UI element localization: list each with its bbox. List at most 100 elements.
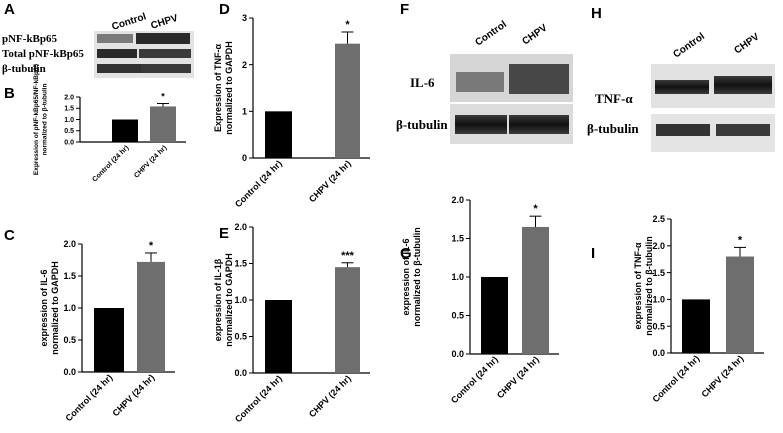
chart-g-bar	[522, 226, 549, 354]
chart-d-y-axis-label: Expression of TNF-α	[213, 44, 223, 133]
panel-label-c: C	[4, 227, 15, 244]
chart-d-category-label: Control (24 hr)	[233, 158, 284, 209]
panel-label-d: D	[219, 1, 230, 18]
chart-e-y-axis-label: expression of IL-1β	[213, 258, 223, 341]
chart-b-y-tick-label: 0.5	[64, 128, 74, 135]
chart-c-significance-mark: *	[149, 240, 154, 252]
chart-g-category-label: CHPV (24 hr)	[495, 354, 541, 400]
chart-d-bar	[265, 111, 292, 158]
chart-c-y-tick-label: 1.0	[63, 303, 76, 313]
chart-b-y-axis-label: normalized to β-tubulin	[42, 84, 49, 156]
chart-b-category-label: Control (24 hr)	[91, 144, 130, 183]
blot-h-lane-control: Control	[671, 31, 707, 61]
blot-h-band-control-row2	[656, 124, 710, 136]
panel-label-e: E	[219, 225, 229, 242]
blot-a-row-label-2: Total pNF-kBp65	[2, 48, 84, 60]
chart-e-y-axis-label: normalized to GAPDH	[224, 253, 234, 347]
chart-i-y-tick-label: 0.5	[652, 321, 665, 331]
chart-c-y-axis-label: normalized to GAPDH	[50, 261, 60, 355]
chart-i-y-tick-label: 1.0	[652, 295, 665, 305]
chart-e-y-tick-label: 2.0	[234, 222, 247, 232]
blot-f-row-label-1: IL-6	[410, 75, 435, 90]
chart-d-y-tick-label: 2	[242, 60, 247, 70]
chart-d-y-tick-label: 0	[242, 153, 247, 163]
chart-c-bar	[137, 261, 165, 372]
panel-label-g: G	[400, 245, 412, 262]
blot-a-band-chpv-row3	[141, 64, 191, 73]
chart-d-y-tick-label: 1	[242, 106, 247, 116]
chart-e-category-label: CHPV (24 hr)	[307, 373, 353, 419]
blot-f-band-control-row2	[455, 115, 507, 134]
chart-g-y-tick-label: 0.0	[451, 349, 464, 359]
chart-i-bar	[726, 256, 754, 353]
blot-a-band-control-row3	[97, 64, 141, 73]
blot-f-band-chpv-row2	[509, 115, 569, 134]
chart-g: 0.0 0.5 1.0 1.5 2.0 Control (24 hr) * CHPV (24 …	[401, 195, 559, 405]
blot-h-band-chpv-row1	[714, 76, 772, 94]
chart-e-y-tick-label: 1.0	[234, 295, 247, 305]
chart-g-y-tick-label: 1.5	[451, 234, 464, 244]
chart-i-y-tick-label: 1.5	[652, 268, 665, 278]
chart-g-significance-mark: *	[533, 203, 538, 215]
chart-b: 0.0 0.5 1.0 1.5 2.0 Control (24 hr) * CHPV (24 …	[33, 63, 186, 184]
chart-d-y-tick-label: 3	[242, 13, 247, 23]
blot-a-band-control-row2	[97, 49, 137, 58]
chart-g-bar	[481, 277, 508, 354]
chart-e-y-tick-label: 0.5	[234, 332, 247, 342]
chart-g-y-tick-label: 0.5	[451, 311, 464, 321]
chart-e-y-tick-label: 0.0	[234, 368, 247, 378]
blot-a-band-chpv-row2	[139, 49, 191, 58]
blot-h-band-control-row1	[655, 80, 709, 94]
chart-b-bar	[112, 119, 138, 142]
blot-a-lane-chpv: CHPV	[150, 13, 180, 32]
chart-b-category-label: CHPV (24 hr)	[133, 144, 168, 179]
blot-a-band-control-row1	[97, 34, 133, 43]
chart-i: 0.0 0.5 1.0 1.5 2.0 2.5 Control (24 hr) * CHPV (…	[633, 214, 764, 404]
chart-d-y-axis-label: normalized to GAPDH	[224, 41, 234, 135]
panel-label-b: B	[4, 85, 15, 102]
blot-f-lane-control: Control	[473, 19, 509, 49]
chart-c-y-tick-label: 0.0	[63, 367, 76, 377]
chart-c-y-tick-label: 1.5	[63, 271, 76, 281]
blot-f-band-control-row1	[456, 72, 504, 92]
chart-e-significance-mark: ***	[341, 250, 355, 262]
chart-d-category-label: CHPV (24 hr)	[307, 158, 353, 204]
blot-a-row-label-3: β-tubulin	[2, 63, 46, 75]
chart-b-y-tick-label: 0.0	[64, 139, 74, 146]
chart-c-category-label: Control (24 hr)	[64, 372, 115, 423]
chart-g-y-tick-label: 1.0	[451, 272, 464, 282]
chart-i-y-tick-label: 2.0	[652, 241, 665, 251]
chart-g-y-tick-label: 2.0	[451, 195, 464, 205]
chart-d-bar	[335, 43, 360, 158]
panel-label-f: F	[400, 1, 409, 18]
chart-i-y-tick-label: 2.5	[652, 214, 665, 224]
blot-f-lane-chpv: CHPV	[520, 22, 549, 47]
chart-e-category-label: Control (24 hr)	[233, 373, 284, 424]
chart-i-y-axis-label: normalized to β-tubulin	[644, 236, 654, 335]
chart-d-significance-mark: *	[345, 19, 350, 31]
chart-g-y-axis-label: normalized to β-tubulin	[412, 227, 422, 326]
blot-f: Control CHPV IL-6 β-tubulin	[396, 19, 573, 144]
chart-b-y-tick-label: 1.5	[64, 106, 74, 113]
chart-i-category-label: CHPV (24 hr)	[699, 353, 745, 399]
blot-f-row-label-2: β-tubulin	[396, 117, 448, 132]
blot-h-row-label-1: TNF-α	[595, 91, 633, 106]
chart-e-bar	[265, 300, 292, 373]
chart-i-category-label: Control (24 hr)	[651, 353, 702, 404]
blot-a-row-label-1: pNF-kBp65	[2, 33, 58, 45]
chart-c-y-tick-label: 0.5	[63, 335, 76, 345]
blot-a-lane-control: Control	[111, 11, 148, 33]
chart-i-significance-mark: *	[738, 234, 743, 246]
chart-e-y-tick-label: 1.5	[234, 259, 247, 269]
blot-h-lane-chpv: CHPV	[732, 31, 761, 56]
chart-b-bar	[150, 106, 176, 142]
panel-label-i: I	[591, 245, 595, 262]
chart-e-bar	[335, 267, 360, 373]
chart-c-category-label: CHPV (24 hr)	[110, 372, 156, 418]
blot-h-band-chpv-row2	[716, 124, 770, 136]
chart-i-bar	[682, 299, 710, 353]
chart-e: 0.0 0.5 1.0 1.5 2.0 Control (24 hr) *** CHPV (2…	[213, 222, 370, 424]
chart-d: 0 1 2 3 Control (24 hr) * CHPV (24 hr) Expressi…	[213, 13, 370, 209]
chart-b-y-tick-label: 1.0	[64, 117, 74, 124]
